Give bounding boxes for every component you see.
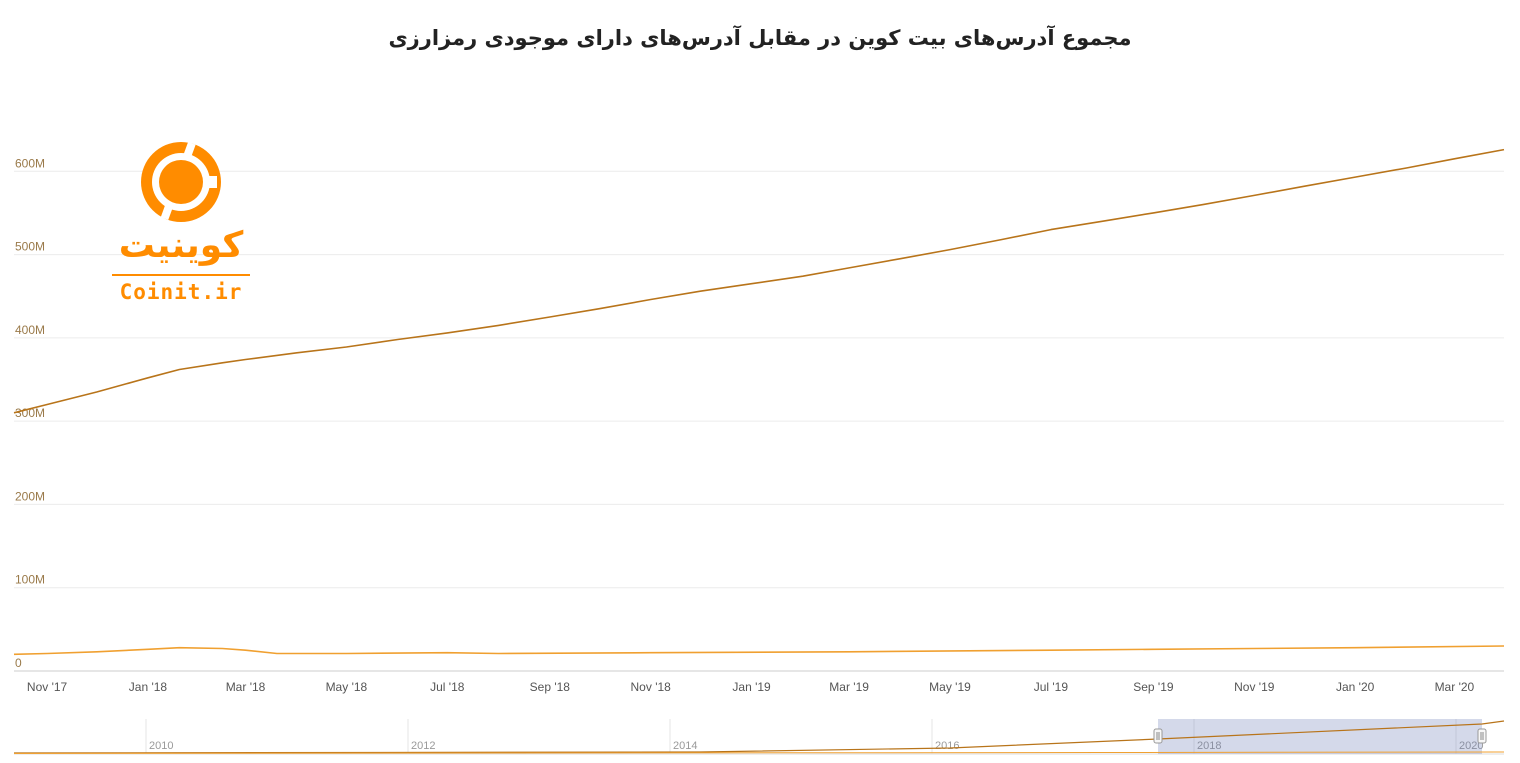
logo-latin-text: Coinit.ir — [119, 280, 243, 304]
x-tick-label: Nov '17 — [27, 680, 68, 694]
range-navigator[interactable]: 2010 2012 2014 2016 2018 2020 — [13, 719, 1505, 755]
x-tick-label: May '18 — [326, 680, 368, 694]
y-axis: 0 100M 200M 300M 400M 500M 600M — [15, 156, 45, 670]
gridlines — [14, 170, 1504, 672]
chart-title: مجموع آدرس‌های بیت کوین در مقابل آدرس‌ها… — [388, 26, 1132, 50]
navigator-year-label: 2012 — [411, 740, 435, 752]
navigator-year-label: 2020 — [1459, 740, 1483, 752]
x-tick-label: May '19 — [929, 680, 971, 694]
x-axis: Nov '17 Jan '18 Mar '18 May '18 Jul '18 Sep '… — [27, 680, 1475, 694]
x-tick-label: Sep '18 — [530, 680, 571, 694]
x-tick-label: Mar '18 — [226, 680, 266, 694]
coin-icon — [141, 142, 221, 222]
x-tick-label: Mar '19 — [829, 680, 869, 694]
y-tick-label: 0 — [15, 656, 22, 670]
x-tick-label: Jan '20 — [1336, 680, 1375, 694]
navigator-year-label: 2018 — [1197, 740, 1221, 752]
coinit-logo: کوینیت Coinit.ir — [108, 140, 254, 310]
x-tick-label: Mar '20 — [1435, 680, 1475, 694]
y-tick-label: 200M — [15, 489, 45, 503]
x-tick-label: Jan '19 — [732, 680, 771, 694]
x-tick-label: Jul '18 — [430, 680, 465, 694]
x-tick-label: Jan '18 — [129, 680, 168, 694]
x-tick-label: Jul '19 — [1034, 680, 1069, 694]
navigator-handle-left[interactable] — [1153, 728, 1163, 744]
series-line-1 — [13, 148, 1505, 414]
logo-persian-text: کوینیت — [118, 225, 244, 266]
series-group — [13, 148, 1505, 656]
y-tick-label: 300M — [15, 406, 45, 420]
navigator-handle-right[interactable] — [1477, 728, 1487, 744]
navigator-year-label: 2016 — [935, 740, 959, 752]
y-tick-label: 500M — [15, 240, 45, 254]
x-tick-label: Nov '19 — [1234, 680, 1275, 694]
logo-divider — [112, 274, 250, 276]
navigator-series-2 — [13, 751, 1505, 754]
navigator-series-1 — [13, 720, 1505, 754]
y-tick-label: 600M — [15, 156, 45, 170]
y-tick-label: 100M — [15, 573, 45, 587]
navigator-year-label: 2014 — [673, 740, 697, 752]
series-line-2 — [13, 645, 1505, 656]
x-tick-label: Nov '18 — [631, 680, 672, 694]
y-tick-label: 400M — [15, 323, 45, 337]
navigator-year-label: 2010 — [149, 740, 173, 752]
x-tick-label: Sep '19 — [1133, 680, 1174, 694]
